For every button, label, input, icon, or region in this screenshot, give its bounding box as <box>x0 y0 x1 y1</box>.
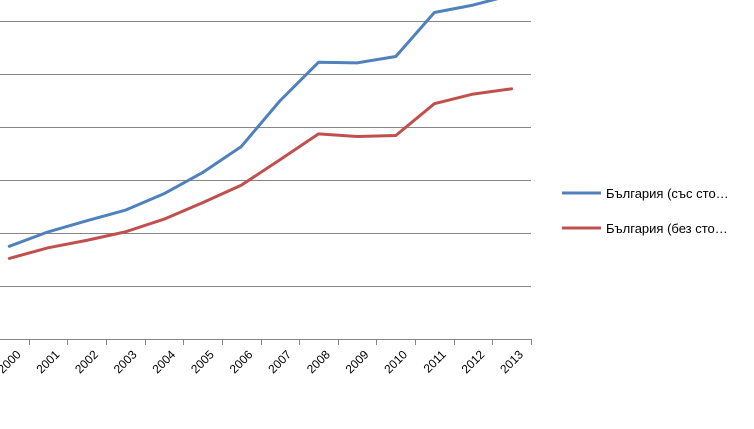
x-tick-label: 2000 <box>0 347 24 376</box>
x-tick-label: 2005 <box>188 347 217 376</box>
x-tick-label: 2002 <box>72 347 101 376</box>
series-line-1 <box>7 0 499 248</box>
series-line-2 <box>7 87 514 260</box>
x-tick-label: 2011 <box>421 347 449 375</box>
x-tick-label: 2003 <box>111 347 140 376</box>
x-tick-label: 2004 <box>149 347 178 376</box>
x-tick-label: 2007 <box>265 347 294 376</box>
legend: България (със сто… България (без сто… <box>562 186 729 236</box>
x-tick-label: 2001 <box>34 347 63 376</box>
x-tick-label: 2013 <box>497 347 526 376</box>
x-tick-label: 2012 <box>459 347 488 376</box>
series-lines <box>7 0 514 260</box>
x-tick-label: 2009 <box>343 347 372 376</box>
legend-label-2: България (без сто… <box>606 221 728 236</box>
legend-label-1: България (със сто… <box>606 186 729 201</box>
gridlines <box>0 21 531 287</box>
x-tick-label: 2010 <box>381 347 410 376</box>
x-tick-label: 2008 <box>304 347 333 376</box>
x-tick-label: 2006 <box>227 347 256 376</box>
x-axis: 2000 2001 2002 2003 2004 2005 2006 2007 2008 2009… <box>0 339 532 376</box>
